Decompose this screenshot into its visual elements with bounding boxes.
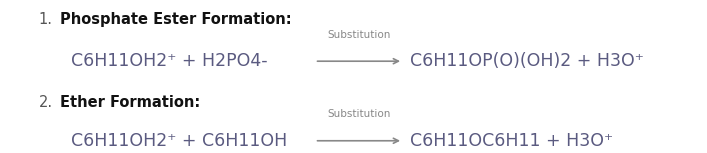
Text: C6H11OP(O)(OH)2 + H3O⁺: C6H11OP(O)(OH)2 + H3O⁺: [410, 52, 644, 70]
Text: Phosphate Ester Formation:: Phosphate Ester Formation:: [60, 12, 292, 27]
Text: Substitution: Substitution: [327, 30, 390, 40]
Text: C6H11OC6H11 + H3O⁺: C6H11OC6H11 + H3O⁺: [410, 132, 613, 150]
Text: Ether Formation:: Ether Formation:: [60, 95, 200, 110]
Text: C6H11OH2⁺ + H2PO4-: C6H11OH2⁺ + H2PO4-: [71, 52, 267, 70]
Text: 1.: 1.: [39, 12, 53, 27]
Text: Substitution: Substitution: [327, 109, 390, 119]
Text: C6H11OH2⁺ + C6H11OH: C6H11OH2⁺ + C6H11OH: [71, 132, 287, 150]
Text: 2.: 2.: [39, 95, 53, 110]
